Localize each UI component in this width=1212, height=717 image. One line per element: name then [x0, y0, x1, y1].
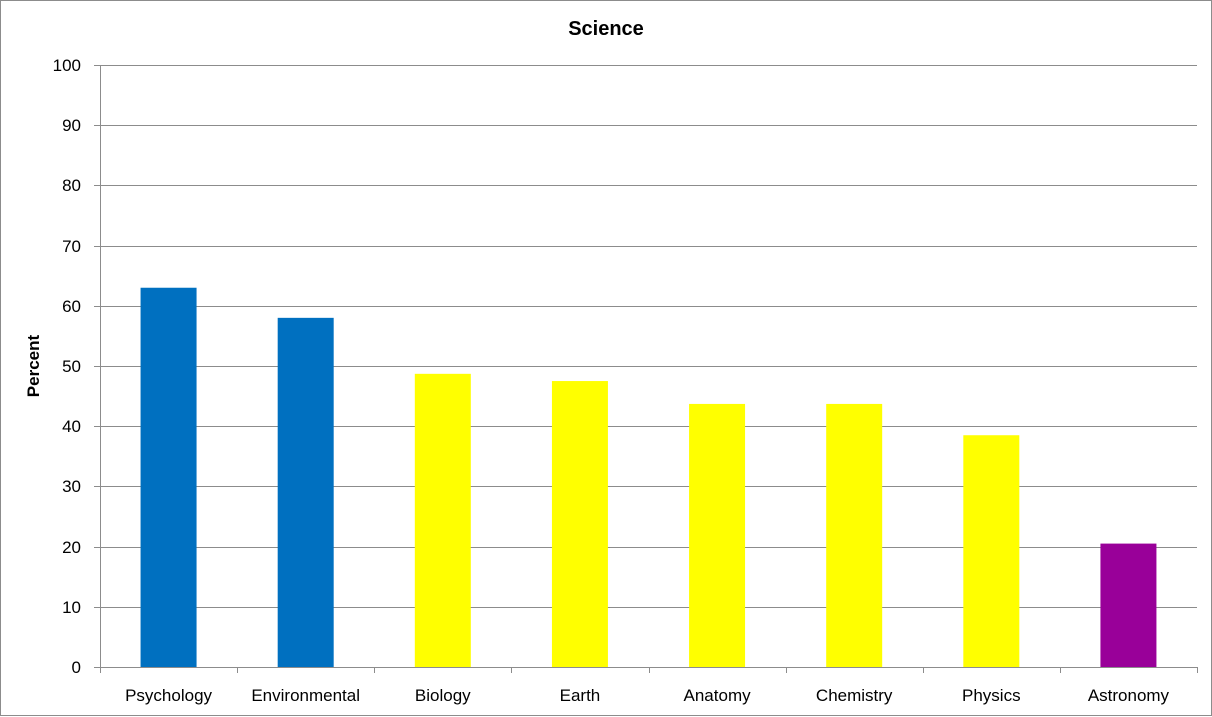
chart-title: Science — [568, 18, 644, 40]
y-tick-label: 80 — [62, 176, 81, 195]
bar-physics — [963, 435, 1020, 667]
y-axis-title: Percent — [24, 334, 43, 397]
y-tick-label: 50 — [62, 357, 81, 376]
bar-anatomy — [689, 403, 746, 667]
y-tick-label: 30 — [62, 477, 81, 496]
axes — [100, 65, 1197, 673]
x-tick-label: Chemistry — [816, 686, 893, 705]
bar-earth — [551, 381, 608, 667]
x-tick-label: Anatomy — [684, 686, 752, 705]
x-tick-label: Astronomy — [1088, 686, 1170, 705]
y-tick-label: 40 — [62, 417, 81, 436]
x-axis-ticks: Psychology Environmental Biology Earth Anato… — [125, 667, 1198, 705]
bars — [140, 287, 1157, 667]
bar-astronomy — [1100, 543, 1157, 667]
x-tick-label: Psychology — [125, 686, 212, 705]
y-tick-label: 90 — [62, 116, 81, 135]
y-tick-label: 20 — [62, 538, 81, 557]
x-tick-label: Earth — [560, 686, 601, 705]
bar-chemistry — [826, 403, 883, 667]
gridlines — [100, 65, 1197, 608]
x-tick-label: Physics — [962, 686, 1021, 705]
bar-environmental — [277, 317, 334, 667]
y-tick-label: 70 — [62, 237, 81, 256]
bar-biology — [414, 373, 471, 667]
y-tick-label: 0 — [72, 658, 81, 677]
bar-psychology — [140, 287, 197, 667]
y-tick-label: 100 — [53, 56, 81, 75]
x-tick-label: Biology — [415, 686, 471, 705]
y-axis-ticks: 0 10 20 30 40 50 60 70 80 90 100 — [53, 56, 100, 677]
x-tick-label: Environmental — [251, 686, 360, 705]
y-tick-label: 10 — [62, 598, 81, 617]
y-tick-label: 60 — [62, 297, 81, 316]
